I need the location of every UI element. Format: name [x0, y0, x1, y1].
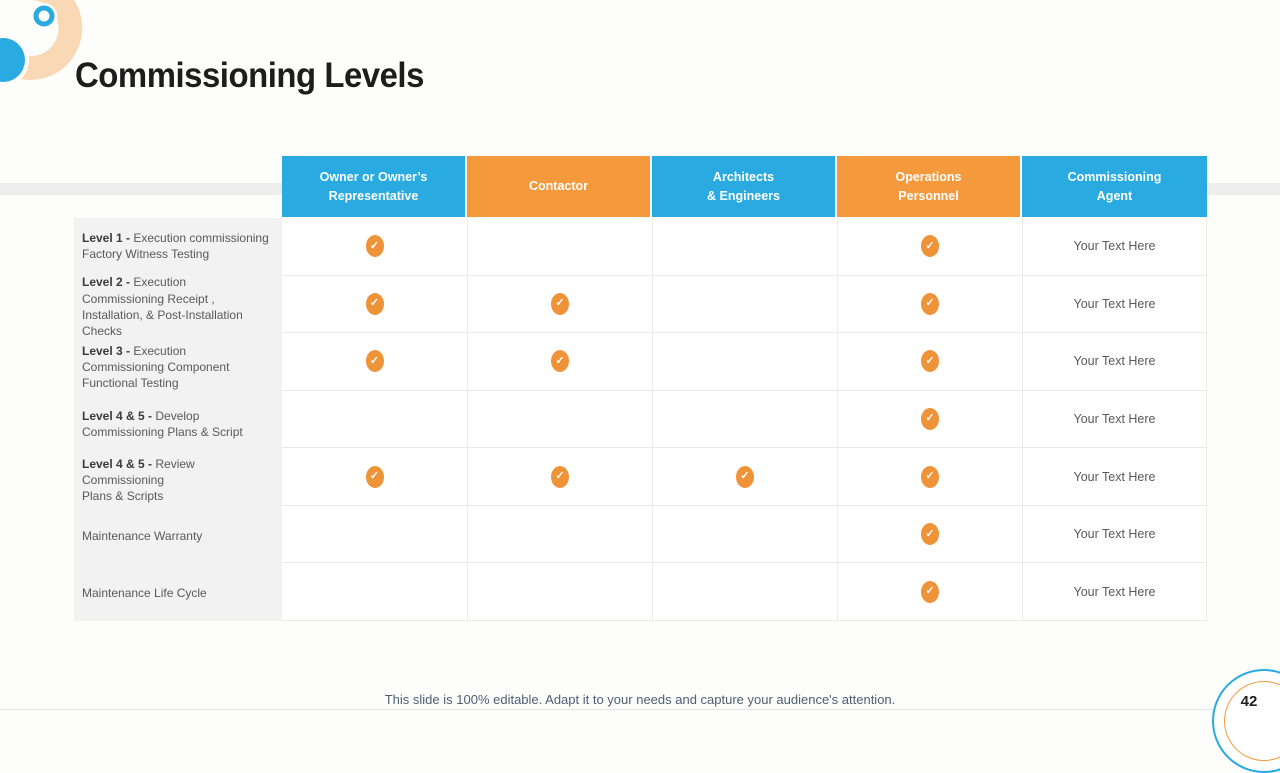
column-header-operations: Operations Personnel: [837, 156, 1022, 217]
check-cell: ✓: [467, 390, 652, 449]
check-icon: ✓: [551, 465, 569, 488]
check-cell: ✓: [467, 563, 652, 621]
check-cell: ✓: [282, 505, 467, 564]
check-cell: ✓: [467, 218, 652, 276]
agent-placeholder-text: Your Text Here: [1073, 239, 1156, 254]
agent-text-cell: Your Text Here: [1022, 333, 1207, 391]
check-cell: ✓: [837, 505, 1022, 564]
agent-placeholder-text: Your Text Here: [1073, 354, 1156, 369]
check-cell: ✓: [652, 505, 837, 564]
row-label: Level 4 & 5 - Review Commissioning Plans…: [82, 456, 195, 504]
row-label: Maintenance Life Cycle: [82, 585, 207, 600]
check-cell: ✓: [467, 275, 652, 334]
check-icon: ✓: [921, 350, 939, 373]
check-cell: ✓: [837, 448, 1022, 506]
check-icon: ✓: [921, 523, 939, 546]
check-icon: ✓: [365, 465, 384, 488]
check-cell: ✓: [467, 505, 652, 564]
check-cell: ✓: [652, 390, 837, 449]
check-cell: ✓: [837, 333, 1022, 391]
check-cell: ✓: [282, 563, 467, 621]
blue-circle-shape: [0, 38, 25, 82]
check-cell: ✓: [652, 563, 837, 621]
agent-placeholder-text: Your Text Here: [1073, 469, 1156, 484]
agent-placeholder-text: Your Text Here: [1073, 584, 1156, 599]
check-icon: ✓: [921, 580, 939, 603]
row-label-column: Level 1 - Execution commissioning Factor…: [74, 218, 282, 621]
row-label: Level 4 & 5 - Develop Commissioning Plan…: [82, 408, 243, 439]
check-cell: ✓: [652, 275, 837, 334]
check-cell: ✓: [467, 333, 652, 391]
corner-decoration: [0, 0, 83, 86]
check-cell: ✓: [837, 275, 1022, 334]
slide-title: Commissioning Levels: [75, 56, 424, 96]
check-cell: ✓: [282, 448, 467, 506]
check-icon: ✓: [551, 350, 569, 373]
table-header-row: Owner or Owner’s Representative Contacto…: [282, 156, 1207, 217]
check-icon: ✓: [921, 292, 939, 315]
check-cell: ✓: [282, 390, 467, 449]
agent-placeholder-text: Your Text Here: [1073, 411, 1156, 426]
row-label: Level 3 - Execution Commissioning Compon…: [82, 344, 230, 391]
check-cell: ✓: [282, 333, 467, 391]
column-header-owner: Owner or Owner’s Representative: [282, 156, 467, 217]
agent-placeholder-text: Your Text Here: [1073, 527, 1156, 542]
row-label: Level 2 - Execution Commissioning Receip…: [82, 275, 243, 338]
check-cell: ✓: [652, 333, 837, 391]
check-cell: ✓: [837, 390, 1022, 449]
check-cell: ✓: [652, 218, 837, 276]
check-icon: ✓: [365, 292, 384, 315]
column-header-contactor: Contactor: [467, 156, 652, 217]
page-number: 42: [1240, 693, 1258, 710]
agent-text-cell: Your Text Here: [1022, 563, 1207, 621]
check-icon: ✓: [921, 235, 939, 258]
agent-text-cell: Your Text Here: [1022, 390, 1207, 449]
row-label: Maintenance Warranty: [82, 529, 203, 544]
check-icon: ✓: [365, 350, 384, 373]
blue-ring-shape: [33, 5, 55, 27]
agent-text-cell: Your Text Here: [1022, 505, 1207, 564]
check-cell: ✓: [282, 218, 467, 276]
column-header-architects: Architects & Engineers: [652, 156, 837, 217]
table-body-grid: ✓ ✓ ✓ ✓ Your Text Here ✓ ✓ ✓ ✓ Your Text…: [282, 218, 1207, 621]
check-icon: ✓: [551, 292, 569, 315]
check-cell: ✓: [837, 563, 1022, 621]
check-cell: ✓: [652, 448, 837, 506]
check-icon: ✓: [736, 465, 754, 488]
check-icon: ✓: [921, 465, 939, 488]
agent-text-cell: Your Text Here: [1022, 218, 1207, 276]
agent-text-cell: Your Text Here: [1022, 448, 1207, 506]
agent-placeholder-text: Your Text Here: [1073, 296, 1156, 311]
row-label: Level 1 - Execution commissioning Factor…: [82, 231, 269, 262]
check-cell: ✓: [837, 218, 1022, 276]
agent-text-cell: Your Text Here: [1022, 275, 1207, 334]
check-cell: ✓: [467, 448, 652, 506]
column-header-commissioning: Commissioning Agent: [1022, 156, 1207, 217]
footer-divider: [0, 709, 1280, 710]
footer-note: This slide is 100% editable. Adapt it to…: [384, 692, 896, 707]
check-icon: ✓: [921, 407, 939, 430]
check-cell: ✓: [282, 275, 467, 334]
check-icon: ✓: [365, 235, 384, 258]
